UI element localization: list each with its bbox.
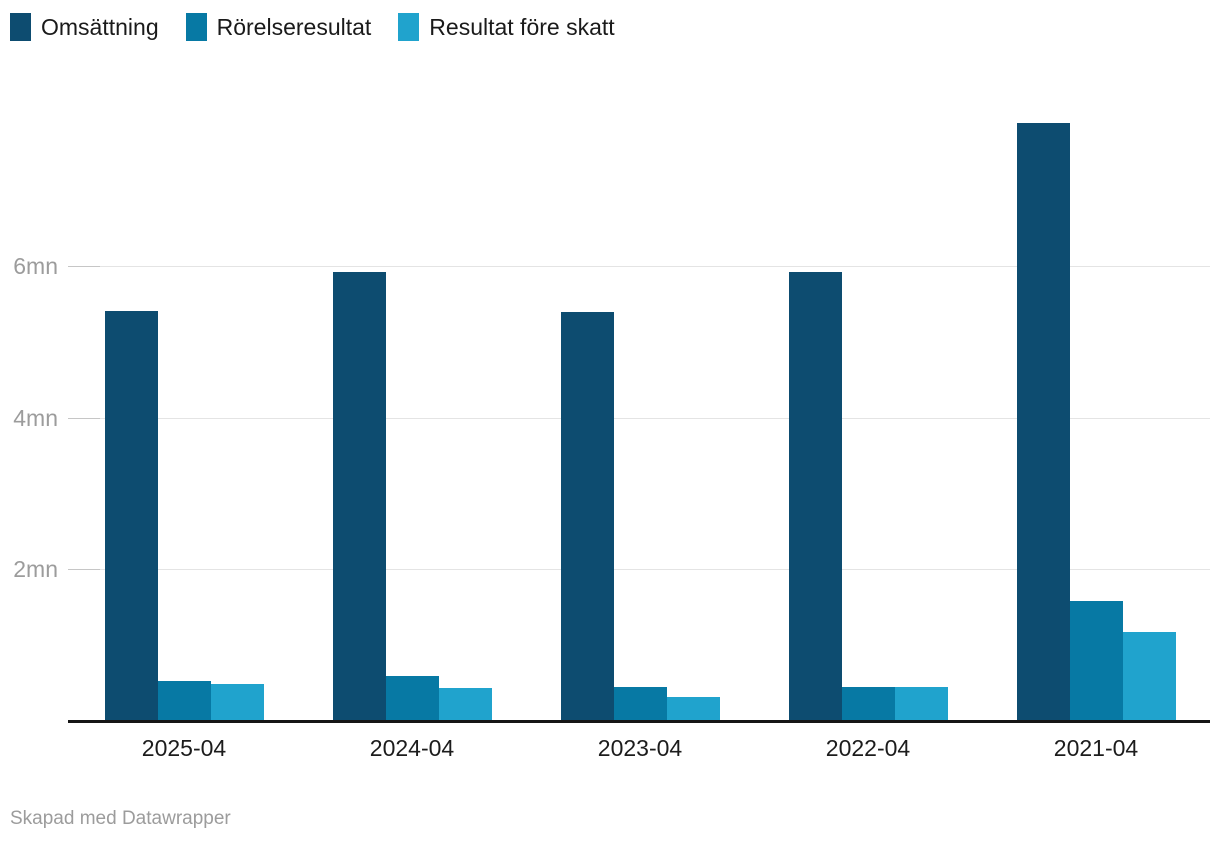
legend-swatch-omsattning [10, 13, 31, 41]
gridline-4mn [68, 417, 1210, 419]
gridline-6mn [68, 266, 1210, 268]
bar-s0-2025-04[interactable] [104, 311, 158, 721]
bar-s2-2023-04[interactable] [666, 697, 720, 721]
y-tick-mark-4mn [68, 417, 100, 419]
bar-s0-2023-04[interactable] [560, 312, 614, 721]
legend: Omsättning Rörelseresultat Resultat före… [10, 13, 615, 41]
legend-item-rorelseresultat: Rörelseresultat [185, 13, 372, 41]
bar-s1-2021-04[interactable] [1069, 601, 1123, 721]
legend-label-resultat-fore-skatt: Resultat före skatt [429, 14, 615, 40]
y-tick-mark-6mn [68, 266, 100, 268]
bar-s1-2024-04[interactable] [385, 676, 439, 721]
x-label-2023-04: 2023-04 [597, 735, 683, 761]
bar-s2-2021-04[interactable] [1122, 632, 1176, 721]
bar-s0-2021-04[interactable] [1016, 123, 1070, 721]
y-tick-label-2mn: 2mn [13, 556, 58, 583]
bar-s1-2023-04[interactable] [613, 687, 667, 721]
bar-s1-2025-04[interactable] [157, 681, 211, 721]
bar-s1-2022-04[interactable] [841, 687, 895, 721]
legend-swatch-rorelseresultat [185, 13, 207, 41]
bar-s2-2022-04[interactable] [894, 687, 948, 721]
legend-label-rorelseresultat: Rörelseresultat [216, 14, 372, 40]
bar-s2-2024-04[interactable] [438, 688, 492, 721]
legend-label-omsattning: Omsättning [41, 14, 159, 40]
legend-swatch-resultat-fore-skatt [398, 13, 420, 41]
y-tick-label-6mn: 6mn [13, 253, 58, 280]
x-label-2021-04: 2021-04 [1053, 735, 1139, 761]
legend-item-resultat-fore-skatt: Resultat före skatt [398, 13, 615, 41]
y-tick-label-4mn: 4mn [13, 404, 58, 431]
x-label-2022-04: 2022-04 [825, 735, 911, 761]
x-axis-line [68, 720, 1210, 723]
y-tick-mark-2mn [68, 569, 100, 571]
legend-item-omsattning: Omsättning [10, 13, 159, 41]
attribution-link[interactable]: Skapad med Datawrapper [10, 808, 231, 829]
bar-s0-2024-04[interactable] [332, 272, 386, 721]
bar-s0-2022-04[interactable] [788, 272, 842, 721]
bar-s2-2025-04[interactable] [210, 684, 264, 721]
gridline-2mn [68, 569, 1210, 571]
x-label-2025-04: 2025-04 [141, 735, 227, 761]
x-label-2024-04: 2024-04 [369, 735, 455, 761]
